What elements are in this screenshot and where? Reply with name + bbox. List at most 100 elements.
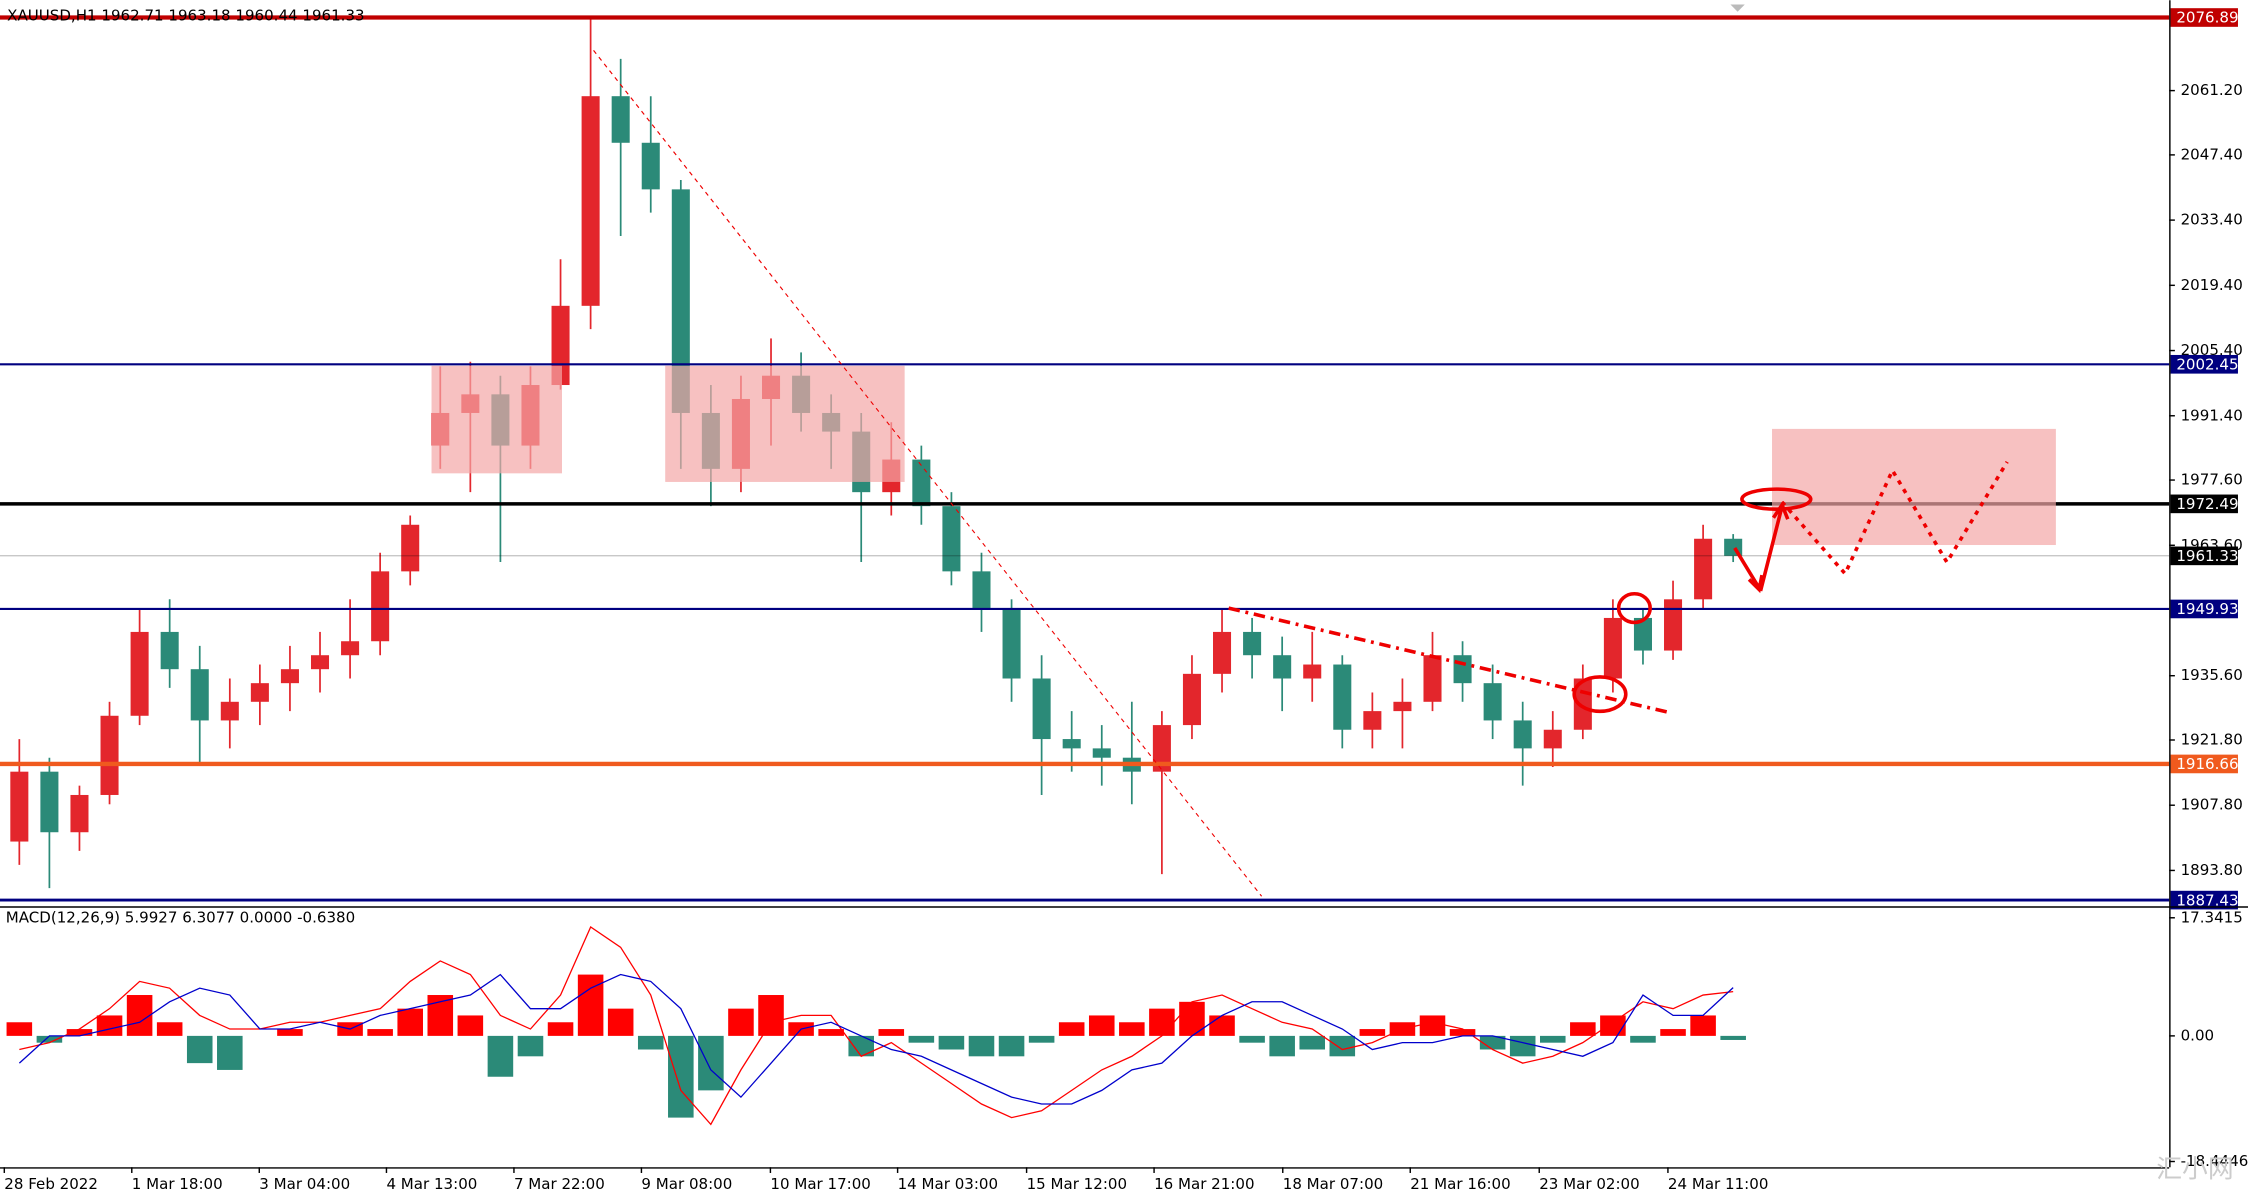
price-level-tag	[2170, 494, 2238, 514]
macd-histogram-bar	[66, 1029, 93, 1036]
macd-histogram-bar	[668, 1035, 694, 1118]
price-level-label: 2002.45	[2176, 356, 2238, 374]
candle-body	[1603, 617, 1622, 679]
x-tick-label: 10 Mar 17:00	[770, 1175, 870, 1193]
zone	[665, 365, 905, 482]
y-tick-label: 1935.60	[2181, 666, 2243, 684]
x-tick-label: 4 Mar 13:00	[386, 1175, 477, 1193]
macd-histogram-bar	[1209, 1015, 1235, 1036]
watermark: 汇小网	[2156, 1155, 2233, 1185]
candle-body	[1393, 701, 1412, 712]
macd-panel: 17.3415 0.00 -18.4446	[6, 908, 2248, 1170]
macd-histogram-bar	[126, 995, 153, 1036]
macd-histogram-bar	[818, 1029, 844, 1036]
x-tick-label: 7 Mar 22:00	[514, 1175, 605, 1193]
price-level-label: 1916.66	[2176, 755, 2238, 773]
macd-histogram-bar	[96, 1015, 123, 1036]
macd-histogram-bar	[1179, 1001, 1205, 1036]
candle-body	[1513, 720, 1532, 749]
macd-histogram-bar	[1028, 1035, 1055, 1043]
macd-histogram-bar	[1088, 1015, 1115, 1036]
macd-histogram-bar	[397, 1008, 423, 1036]
candle-body	[912, 459, 931, 507]
macd-histogram-bar	[728, 1008, 754, 1036]
candle-body	[1694, 538, 1713, 600]
macd-histogram-bar	[607, 1008, 634, 1036]
candle-body	[1333, 664, 1352, 730]
x-tick-label: 28 Feb 2022	[4, 1175, 98, 1193]
highlight	[1616, 591, 1652, 625]
macd-histogram-bar	[1419, 1015, 1446, 1036]
macd-histogram-bar	[938, 1035, 965, 1050]
macd-histogram-bar	[487, 1035, 514, 1077]
zone	[431, 365, 562, 474]
candle-body	[10, 771, 29, 842]
y-tick-label: 1893.80	[2181, 861, 2243, 879]
macd-line	[19, 925, 1734, 1126]
macd-histogram-bar	[1119, 1022, 1145, 1036]
price-level-label: 1949.93	[2176, 600, 2238, 618]
macd-histogram-bar	[367, 1029, 393, 1036]
y-tick-label: 1977.60	[2181, 471, 2243, 489]
macd-histogram-bar	[1058, 1022, 1085, 1036]
macd-histogram-bar	[1239, 1035, 1265, 1043]
shift-marker	[1730, 4, 1745, 12]
macd-histogram-bar	[517, 1035, 544, 1057]
macd-histogram-bar	[1329, 1035, 1356, 1057]
candle-body	[1483, 683, 1502, 721]
macd-histogram-bar	[758, 995, 784, 1036]
macd-histogram-bar	[1359, 1029, 1386, 1036]
candle-body	[70, 794, 89, 833]
y-tick-label: 0.00	[2181, 1026, 2215, 1044]
macd-line	[18, 973, 1734, 1105]
x-tick-label: 21 Mar 16:00	[1410, 1175, 1510, 1193]
macd-histogram-bar	[1570, 1022, 1596, 1036]
candle-body	[1543, 729, 1562, 749]
candle-body	[220, 701, 239, 721]
candle-body	[40, 771, 59, 833]
macd-histogram-bar	[1660, 1029, 1686, 1036]
candle-body	[160, 631, 179, 670]
candle-body	[190, 669, 209, 721]
highlight	[1572, 675, 1628, 714]
candle-body	[100, 715, 119, 795]
macd-histogram-bar	[457, 1015, 484, 1036]
macd-histogram-bar	[156, 1022, 183, 1036]
candle-body	[1062, 739, 1081, 749]
y-tick-label: 2033.40	[2181, 211, 2243, 229]
price-level-label: 1961.33	[2176, 547, 2238, 565]
price-level-tag	[2170, 546, 2238, 566]
macd-histogram-bar	[1690, 1015, 1716, 1036]
macd-histogram-bar	[1720, 1035, 1746, 1040]
price-level-tag	[2170, 754, 2238, 774]
macd-title: MACD(12,26,9) 5.9927 6.3077 0.0000 -0.63…	[6, 908, 355, 926]
candle-body	[280, 669, 299, 684]
macd-histogram-bar	[547, 1022, 574, 1036]
candle-body	[130, 631, 149, 716]
macd-histogram-bar	[1269, 1035, 1295, 1057]
candle-body	[611, 96, 630, 143]
x-tick-label: 16 Mar 21:00	[1154, 1175, 1254, 1193]
x-tick-label: 24 Mar 11:00	[1668, 1175, 1768, 1193]
macd-histogram-bar	[217, 1035, 243, 1070]
macd-histogram-bar	[277, 1029, 303, 1036]
macd-histogram-bar	[1539, 1035, 1566, 1043]
zone	[1772, 428, 2056, 546]
candle-body	[1453, 655, 1472, 684]
x-tick-label: 1 Mar 18:00	[132, 1175, 223, 1193]
y-tick-label: 17.3415	[2181, 908, 2243, 926]
candle-body	[1664, 599, 1683, 651]
candle-body	[371, 571, 390, 642]
candle-body	[1273, 655, 1292, 679]
candle-body	[1303, 664, 1322, 679]
macd-histogram-bar	[998, 1035, 1025, 1057]
x-tick-label: 15 Mar 12:00	[1027, 1175, 1127, 1193]
y-tick-label: 2019.40	[2181, 276, 2243, 294]
x-tick-label: 3 Mar 04:00	[259, 1175, 350, 1193]
macd-histogram-bar	[6, 1022, 33, 1036]
price-level-label: 1887.43	[2176, 891, 2238, 909]
candle-body	[1213, 631, 1232, 674]
macd-histogram-bar	[1509, 1035, 1536, 1057]
